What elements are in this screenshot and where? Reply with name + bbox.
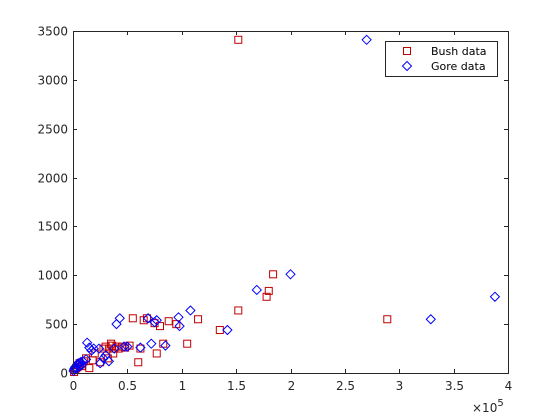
legend-marker-bush (403, 47, 411, 55)
y-tick-label: 500 (45, 318, 68, 332)
gore-data-point (103, 356, 115, 367)
y-tick-label: 1000 (37, 269, 68, 283)
bush-data-point (164, 317, 173, 326)
gore-data-point (222, 324, 233, 336)
legend-label-bush: Bush data (431, 45, 487, 58)
gore-data-point (109, 343, 120, 354)
x-tick-label: 1.5 (227, 379, 246, 393)
gore-data-point (425, 314, 436, 325)
gore-data-point (114, 313, 125, 324)
x-tick-label: 2.5 (336, 379, 355, 393)
x-tick-label: 1 (179, 379, 187, 393)
gore-data-point (151, 315, 162, 326)
gore-data-point (489, 291, 501, 302)
gore-data-point (285, 269, 296, 280)
legend-label-gore: Gore data (431, 60, 486, 73)
legend-marker-gore (401, 60, 413, 72)
bush-data-point (269, 270, 278, 279)
bush-data-point (234, 306, 243, 315)
gore-data-point (94, 358, 106, 369)
gore-data-point (160, 340, 171, 351)
x-tick-label: 4 (505, 379, 513, 393)
legend: Bush data Gore data (385, 41, 498, 77)
x-tick-label: 2 (288, 379, 296, 393)
x-tick-label: 0 (70, 379, 78, 393)
bush-data-point (183, 339, 192, 348)
y-tick-label: 3500 (37, 25, 68, 39)
x-tick-label: 3 (396, 379, 404, 393)
gore-data-point (174, 320, 185, 332)
data-points (68, 34, 501, 377)
x-tick-label: 3.5 (445, 379, 464, 393)
x-tick-label: 0.5 (118, 379, 137, 393)
bush-data-point (110, 344, 119, 353)
gore-data-point (251, 284, 262, 296)
bush-data-point (383, 315, 392, 324)
legend-box (385, 41, 498, 77)
gore-data-point (118, 341, 130, 352)
bush-data-point (234, 35, 243, 44)
axis-ticks: 0 0.5 1 1.5 2 2.5 3 3.5 4 0 500 1000 1500 2000 2500 300… (37, 25, 512, 394)
bush-data-point (99, 344, 108, 353)
bush-data-point (128, 314, 137, 323)
bush-data-point (85, 364, 94, 373)
gore-data-point (361, 34, 372, 46)
gore-data-point (80, 354, 92, 365)
gore-data-point (98, 353, 109, 364)
gore-data-point (149, 316, 160, 328)
x-axis-exponent: ×105 (472, 398, 504, 415)
gore-data-point (93, 343, 105, 354)
plot-area (73, 31, 508, 373)
y-tick-label: 2000 (37, 172, 68, 186)
gore-data-point (73, 358, 84, 369)
bush-data-point (152, 349, 161, 358)
bush-data-point (194, 315, 203, 324)
gore-data-point (173, 312, 184, 323)
bush-data-point (156, 322, 164, 331)
y-tick-label: 2500 (37, 123, 68, 137)
bush-data-point (159, 339, 168, 348)
gore-data-point (142, 313, 154, 324)
bush-data-point (262, 292, 271, 301)
y-tick-label: 3000 (37, 74, 68, 88)
bush-data-point (134, 358, 143, 367)
y-tick-label: 1500 (37, 220, 68, 234)
gore-data-point (146, 338, 157, 349)
gore-data-point (77, 356, 88, 367)
y-tick-label: 0 (60, 367, 68, 381)
gore-data-point (185, 305, 196, 316)
gore-data-point (122, 341, 133, 352)
series-gore (68, 34, 501, 377)
bush-data-point (264, 286, 273, 295)
gore-data-point (135, 342, 146, 353)
gore-data-point (81, 337, 93, 348)
